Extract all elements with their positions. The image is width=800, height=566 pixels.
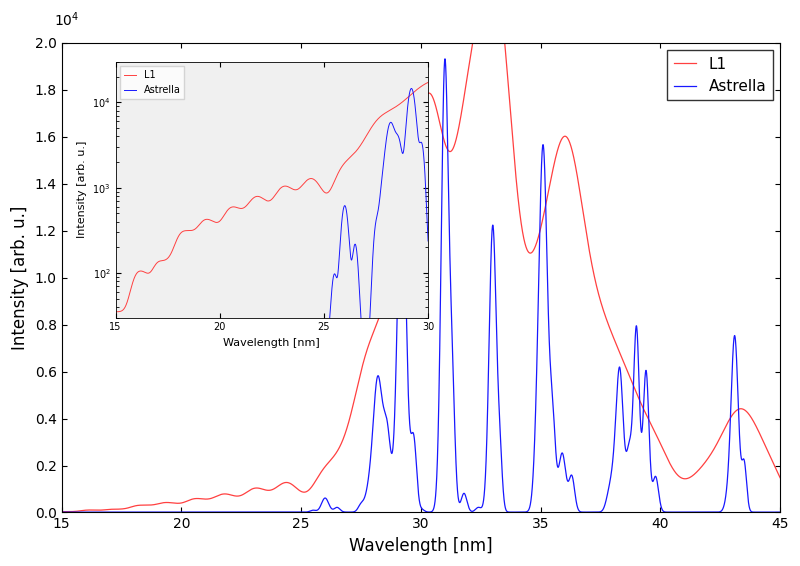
L1 — [230, 492, 239, 499]
X-axis label: Wavelength [nm]: Wavelength [nm] — [349, 537, 493, 555]
L1 — [680, 475, 690, 482]
Astrella — [57, 509, 66, 516]
L1 — [437, 128, 446, 135]
Astrella — [80, 509, 90, 516]
Line: Astrella: Astrella — [62, 59, 780, 512]
L1 — [80, 507, 90, 514]
Line: L1: L1 — [62, 0, 780, 512]
L1 — [57, 508, 66, 515]
Astrella — [230, 509, 239, 516]
L1 — [775, 474, 785, 481]
L1 — [214, 492, 224, 499]
Astrella — [775, 509, 785, 516]
Astrella — [214, 509, 224, 516]
Text: $10^4$: $10^4$ — [54, 10, 80, 29]
Astrella — [437, 204, 446, 211]
Astrella — [135, 509, 145, 516]
Y-axis label: Intensity [arb. u.]: Intensity [arb. u.] — [11, 205, 29, 350]
Astrella — [680, 509, 690, 516]
Legend: L1, Astrella: L1, Astrella — [667, 50, 773, 100]
L1 — [135, 502, 145, 509]
Astrella — [440, 55, 450, 62]
